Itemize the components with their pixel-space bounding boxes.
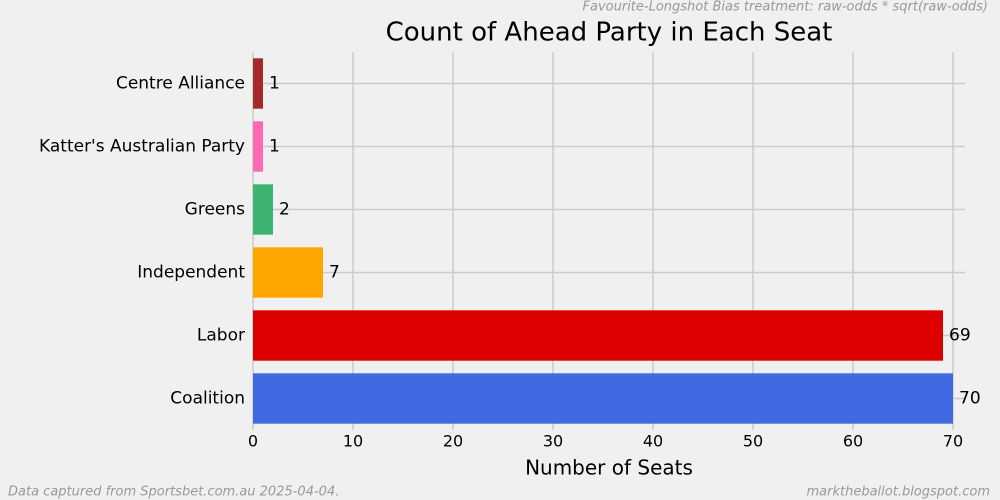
- bar: [253, 373, 953, 424]
- data-label: 2: [279, 200, 290, 220]
- y-tick-label: Katter's Australian Party: [39, 137, 245, 157]
- bar: [253, 310, 943, 361]
- x-tick-label: 20: [443, 432, 463, 451]
- y-tick-label: Independent: [137, 263, 245, 283]
- x-tick-label: 0: [248, 432, 258, 451]
- footer-right: marktheballot.blogspot.com: [806, 485, 990, 500]
- y-tick-label: Centre Alliance: [116, 74, 245, 94]
- bar: [253, 121, 263, 172]
- data-label: 1: [269, 137, 280, 157]
- chart-subtitle: Favourite-Longshot Bias treatment: raw-o…: [583, 0, 988, 15]
- x-tick-label: 50: [743, 432, 763, 451]
- x-tick-label: 30: [543, 432, 563, 451]
- y-tick-label: Coalition: [170, 389, 245, 409]
- data-label: 69: [949, 326, 971, 346]
- x-tick-label: 60: [843, 432, 863, 451]
- data-label: 1: [269, 74, 280, 94]
- bar: [253, 247, 323, 298]
- x-tick-label: 10: [343, 432, 363, 451]
- chart-title: Count of Ahead Party in Each Seat: [386, 18, 833, 48]
- data-label: 70: [959, 389, 981, 409]
- x-axis-label: Number of Seats: [525, 456, 693, 480]
- bar: [253, 58, 263, 109]
- x-tick-label: 40: [643, 432, 663, 451]
- bar: [253, 184, 273, 235]
- footer-left: Data captured from Sportsbet.com.au 2025…: [8, 485, 339, 500]
- y-tick-label: Greens: [185, 200, 245, 220]
- data-label: 7: [329, 263, 340, 283]
- x-tick-label: 70: [943, 432, 963, 451]
- y-tick-label: Labor: [197, 326, 245, 346]
